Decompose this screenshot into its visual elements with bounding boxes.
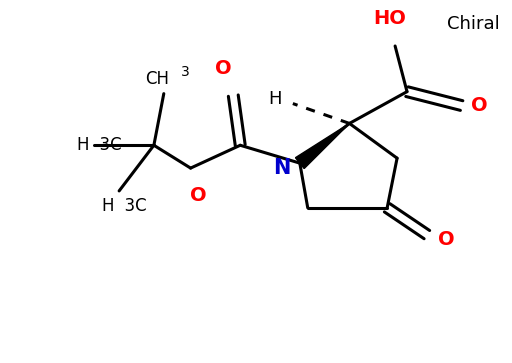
Text: N: N [273,158,291,178]
Text: H: H [268,90,282,107]
Text: O: O [215,59,231,78]
Text: 3: 3 [181,65,190,79]
Text: H: H [77,136,90,154]
Text: CH: CH [145,70,169,88]
Text: O: O [190,186,207,205]
Polygon shape [295,123,349,168]
Text: H: H [102,197,114,215]
Text: 3C: 3C [114,197,147,215]
Text: O: O [471,96,488,115]
Text: O: O [438,230,455,249]
Text: HO: HO [374,9,407,28]
Text: 3C: 3C [90,136,122,154]
Text: Chiral: Chiral [447,15,500,33]
